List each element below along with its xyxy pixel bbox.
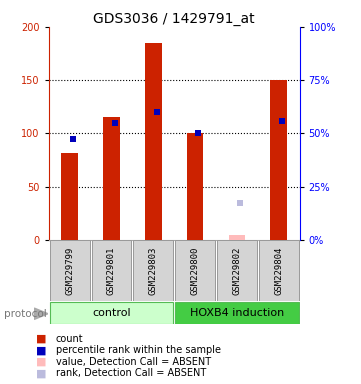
Bar bbox=[175, 240, 215, 301]
Bar bbox=[175, 302, 299, 324]
Text: GSM229802: GSM229802 bbox=[232, 247, 242, 295]
Text: percentile rank within the sample: percentile rank within the sample bbox=[56, 345, 221, 355]
Text: value, Detection Call = ABSENT: value, Detection Call = ABSENT bbox=[56, 357, 211, 367]
Text: ■: ■ bbox=[36, 334, 47, 344]
Text: control: control bbox=[92, 308, 131, 318]
Bar bbox=[145, 43, 162, 240]
Title: GDS3036 / 1429791_at: GDS3036 / 1429791_at bbox=[93, 12, 255, 26]
Text: count: count bbox=[56, 334, 84, 344]
Bar bbox=[92, 240, 131, 301]
Text: GSM229803: GSM229803 bbox=[149, 247, 158, 295]
Polygon shape bbox=[34, 308, 48, 319]
Text: GSM229801: GSM229801 bbox=[107, 247, 116, 295]
Text: GSM229804: GSM229804 bbox=[274, 247, 283, 295]
Text: ■: ■ bbox=[36, 368, 47, 378]
Bar bbox=[259, 240, 299, 301]
Bar bbox=[187, 134, 204, 240]
Text: GSM229800: GSM229800 bbox=[191, 247, 200, 295]
Bar bbox=[134, 240, 173, 301]
Text: HOXB4 induction: HOXB4 induction bbox=[190, 308, 284, 318]
Text: rank, Detection Call = ABSENT: rank, Detection Call = ABSENT bbox=[56, 368, 206, 378]
Text: ■: ■ bbox=[36, 357, 47, 367]
Bar bbox=[229, 235, 245, 240]
Text: ■: ■ bbox=[36, 345, 47, 355]
Bar bbox=[103, 118, 120, 240]
Bar bbox=[50, 302, 173, 324]
Text: GSM229799: GSM229799 bbox=[65, 247, 74, 295]
Bar bbox=[50, 240, 90, 301]
Text: protocol: protocol bbox=[4, 309, 46, 319]
Bar bbox=[61, 152, 78, 240]
Bar bbox=[270, 80, 287, 240]
Bar bbox=[217, 240, 257, 301]
